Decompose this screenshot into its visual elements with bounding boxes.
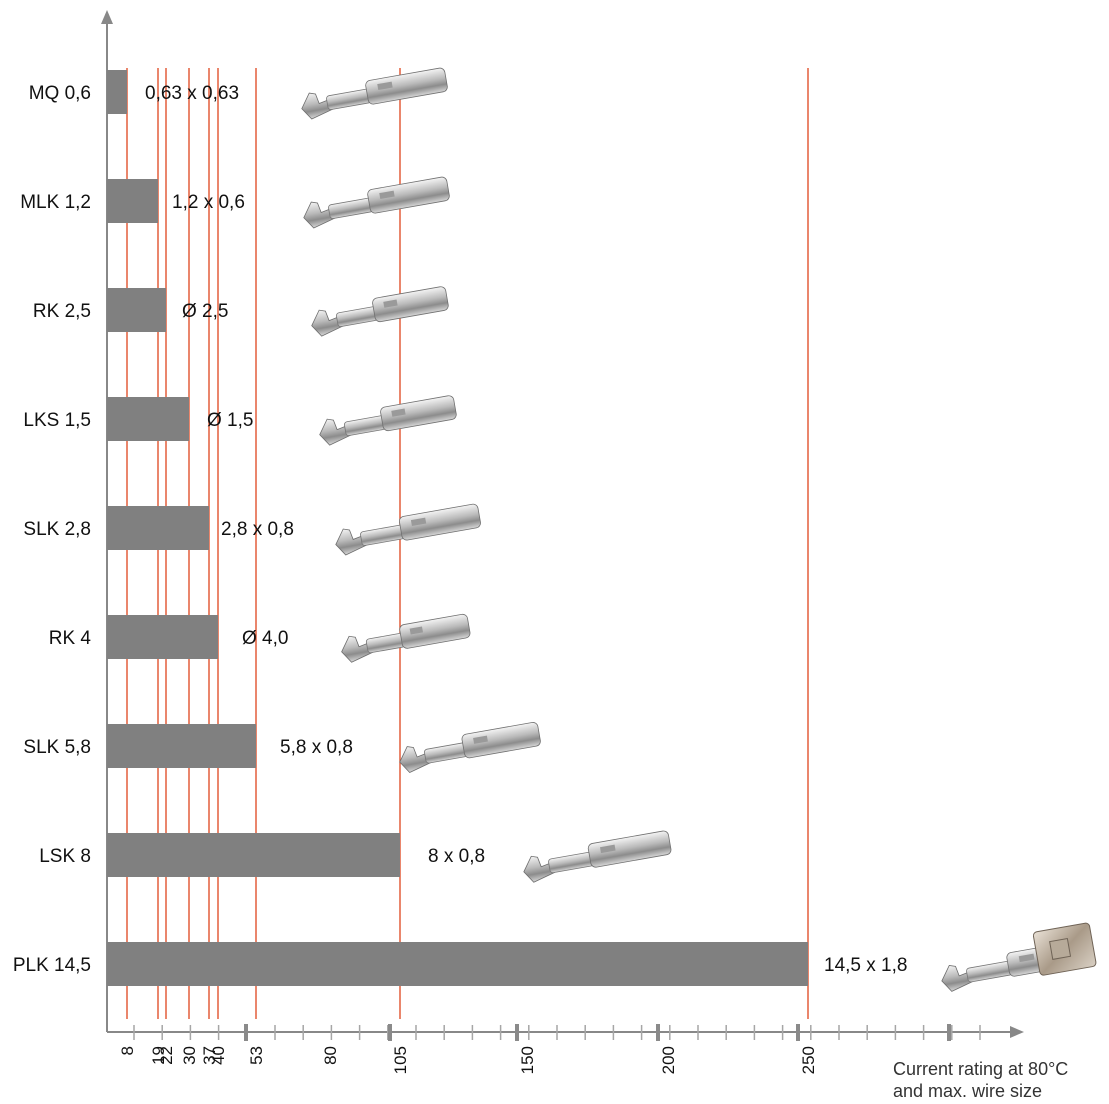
category-label: MLK 1,2 [20, 192, 91, 213]
crimp-wings [399, 746, 431, 774]
value-label: 0,63 x 0,63 [145, 83, 239, 104]
terminal-neck [344, 415, 387, 436]
tick-label: 22 [157, 1046, 176, 1065]
category-label: RK 4 [49, 628, 92, 649]
bar [107, 833, 400, 877]
terminal-photo [303, 176, 450, 229]
terminal-slot [391, 408, 406, 417]
major-tick [244, 1024, 248, 1041]
terminal-window [1049, 937, 1072, 960]
terminal-body [461, 722, 541, 759]
value-label: Ø 4,0 [242, 628, 288, 649]
x-axis-label-line-1: Current rating at 80°C [893, 1059, 1069, 1079]
tick-label: 105 [391, 1046, 410, 1074]
terminal-slot [1018, 953, 1035, 963]
bar [107, 179, 158, 223]
terminal-body [399, 613, 471, 649]
category-label: SLK 5,8 [23, 737, 91, 758]
category-label: LSK 8 [39, 846, 91, 867]
crimp-wings [335, 528, 367, 556]
bars [107, 70, 808, 986]
tick-label: 250 [799, 1046, 818, 1074]
terminal-body [372, 286, 449, 323]
tick-label: 40 [209, 1046, 228, 1065]
y-axis-arrow-icon [101, 10, 113, 24]
terminal-slot [383, 299, 398, 308]
value-label: 1,2 x 0,6 [172, 192, 245, 213]
terminal-photo [941, 922, 1097, 992]
value-label: Ø 1,5 [207, 410, 253, 431]
terminal-neck [326, 88, 372, 110]
bar [107, 397, 189, 441]
terminal-photo [399, 722, 541, 774]
terminal-photo [523, 830, 672, 883]
bar [107, 942, 808, 986]
terminal-photo [301, 67, 448, 120]
value-label: 2,8 x 0,8 [221, 519, 294, 540]
terminal-body [398, 503, 481, 541]
crimp-wings [311, 309, 343, 337]
major-tick [515, 1024, 519, 1041]
terminal-slot [599, 844, 616, 854]
x-axis-label: Current rating at 80°C and max. wire siz… [893, 1058, 1068, 1102]
tick-label: 80 [321, 1046, 340, 1065]
terminal-photo [311, 286, 449, 337]
terminal-slot [473, 735, 488, 744]
category-label: LKS 1,5 [23, 410, 91, 431]
category-label: MQ 0,6 [29, 83, 91, 104]
tick-label: 150 [518, 1046, 537, 1074]
labels: MQ 0,6 0,63 x 0,63 MLK 1,2 1,2 x 0,6 RK 2,5 Ø… [13, 83, 908, 976]
terminal-neck [360, 524, 406, 546]
crimp-wings [941, 965, 973, 992]
tick-label: 37 [200, 1046, 219, 1065]
tick-label: 19 [149, 1046, 168, 1065]
value-label: 14,5 x 1,8 [824, 955, 907, 976]
terminal-neck [424, 742, 468, 764]
terminal-slot [409, 626, 424, 635]
category-label: PLK 14,5 [13, 955, 91, 976]
terminal-body [380, 395, 457, 432]
crimp-wings [319, 418, 351, 446]
bar [107, 70, 127, 114]
value-label: Ø 2,5 [182, 301, 228, 322]
terminal-slot [410, 517, 427, 527]
tick-label: 8 [118, 1046, 137, 1055]
bar [107, 506, 209, 550]
terminal-photos [301, 67, 1097, 992]
terminal-slot [377, 81, 393, 91]
major-tick [796, 1024, 800, 1041]
tick-label: 30 [180, 1046, 199, 1065]
crimp-wings [523, 855, 555, 883]
bar [107, 724, 256, 768]
terminal-body [587, 830, 672, 868]
category-label: SLK 2,8 [23, 519, 91, 540]
terminal-photo [335, 503, 481, 556]
major-tick [388, 1024, 392, 1041]
terminal-photo [319, 395, 457, 446]
terminal-photo [341, 613, 471, 663]
crimp-wings [303, 201, 335, 229]
terminal-body [365, 67, 448, 105]
value-label: 8 x 0,8 [428, 846, 485, 867]
category-label: RK 2,5 [33, 301, 91, 322]
x-axis-label-line-2: and max. wire size [893, 1081, 1043, 1101]
major-tick [947, 1024, 951, 1041]
tick-label: 200 [659, 1046, 678, 1074]
value-label: 5,8 x 0,8 [280, 737, 353, 758]
terminal-neck [966, 960, 1013, 983]
bar [107, 288, 166, 332]
x-axis-arrow-icon [1010, 1026, 1024, 1038]
terminal-neck [328, 197, 374, 219]
crimp-wings [341, 635, 373, 663]
major-tick [656, 1024, 660, 1041]
terminal-neck [548, 851, 595, 874]
tick-label: 53 [247, 1046, 266, 1065]
terminal-neck [336, 306, 379, 327]
crimp-wings [301, 92, 333, 120]
terminal-body [367, 176, 450, 214]
bar [107, 615, 218, 659]
terminal-slot [379, 190, 395, 200]
